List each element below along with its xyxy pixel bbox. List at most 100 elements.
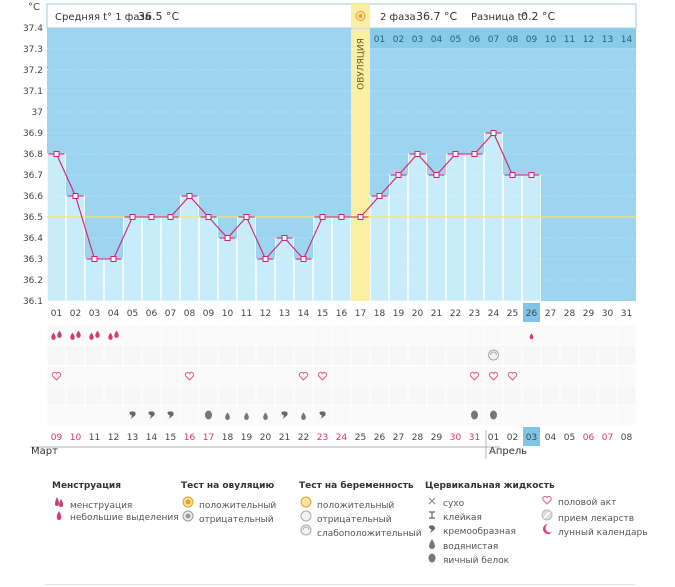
menstruation-icon (89, 332, 94, 340)
creamy-icon (425, 524, 439, 539)
date-label: 26 (374, 433, 386, 443)
temperature-bar (446, 153, 465, 302)
phase2-day-number: 09 (526, 35, 538, 45)
small-drop-icon (529, 333, 534, 340)
legend-label: отрицательный (317, 515, 392, 525)
eggwhite-icon (205, 410, 212, 420)
y-tick-label: 37.4 (23, 24, 43, 34)
legend-title: Тест на овуляцию (181, 481, 275, 491)
legend-item: положительный (181, 496, 276, 511)
legend-item: половой акт (540, 495, 648, 509)
y-tick-label: 36.3 (23, 255, 43, 265)
date-label: 30 (450, 433, 462, 443)
temperature-point (376, 193, 383, 199)
phase2-day-number: 02 (393, 35, 404, 45)
watery-icon (301, 412, 306, 421)
temperature-bar (522, 174, 541, 302)
date-label: 08 (621, 433, 633, 443)
cycle-day-label: 14 (298, 309, 310, 319)
heart-icon (317, 371, 328, 381)
creamy-icon (167, 411, 174, 419)
watery-icon (225, 412, 230, 421)
menstruation-icon (52, 496, 66, 513)
date-label: 31 (469, 433, 480, 443)
pregnancy-negative-icon (299, 510, 313, 527)
legend-item: положительный (299, 496, 422, 511)
date-label: 05 (564, 433, 575, 443)
legend-item: менструация (52, 496, 179, 513)
temperature-point (471, 151, 478, 157)
date-label: 02 (507, 433, 518, 443)
watery-icon (263, 412, 268, 421)
temperature-bar (199, 216, 218, 302)
temperature-point (433, 172, 440, 178)
legend-menstruation: Менструация менструация небольшие выделе… (52, 481, 179, 524)
temperature-point (281, 235, 288, 241)
diff-label: Разница t° (471, 12, 527, 23)
temperature-bar (47, 153, 66, 302)
cycle-day-label: 28 (564, 309, 576, 319)
legend-title: Цервикальная жидкость (425, 481, 555, 491)
pill-icon (540, 509, 554, 526)
temperature-bar (294, 258, 313, 302)
menstruation-icon (76, 330, 81, 338)
symbol-row (47, 325, 636, 345)
temperature-point (129, 214, 136, 220)
temperature-bar (180, 195, 199, 302)
symbol-row (47, 366, 636, 386)
temperature-point (414, 151, 421, 157)
date-label: 11 (89, 433, 100, 443)
date-label: 13 (127, 433, 138, 443)
phase2-day-number: 04 (431, 35, 443, 45)
cycle-day-label: 12 (260, 309, 271, 319)
date-label: 09 (51, 433, 63, 443)
phase2-day-number: 08 (507, 35, 519, 45)
temperature-bar (256, 258, 275, 302)
phase2-days-strip (370, 29, 636, 48)
phase2-day-number: 14 (621, 35, 633, 45)
y-tick-label: 37 (32, 108, 43, 118)
bottom-divider (45, 584, 635, 585)
date-label: 16 (184, 433, 196, 443)
menstruation-icon (114, 330, 119, 338)
legend-other: половой акт прием лекарств лунный календ… (540, 495, 648, 538)
cycle-day-label: 19 (393, 309, 405, 319)
legend-label: прием лекарств (558, 514, 635, 524)
symbol-row (47, 405, 636, 425)
legend-pregnancy-test: Тест на беременность положительный отриц… (299, 481, 422, 539)
temperature-point (91, 256, 98, 262)
cycle-day-label: 07 (165, 309, 176, 319)
legend-label: клейкая (443, 513, 482, 523)
eggwhite-icon (490, 410, 497, 420)
menstruation-icon (108, 332, 113, 340)
phase2-day-number: 03 (412, 35, 423, 45)
legend-item: водянистая (425, 538, 555, 552)
temperature-bar (275, 237, 294, 302)
eggwhite-icon (425, 552, 439, 568)
cycle-day-label: 13 (279, 309, 290, 319)
pregnancy-weak-arc (490, 351, 497, 356)
legend-cervical: Цервикальная жидкость сухо клейкая кремо… (425, 481, 555, 566)
legend-label: отрицательный (199, 515, 274, 525)
temperature-bar (66, 195, 85, 302)
menstruation-icon (57, 330, 62, 338)
date-label: 17 (203, 433, 214, 443)
temperature-point (300, 256, 307, 262)
eggwhite-icon (471, 410, 478, 420)
cycle-day-label: 24 (488, 309, 500, 319)
temperature-point (186, 193, 193, 199)
phase2-day-number: 06 (469, 35, 481, 45)
cycle-day-label: 01 (51, 309, 62, 319)
legend-label: небольшие выделения (70, 513, 179, 523)
date-label: 01 (488, 433, 499, 443)
date-label: 14 (146, 433, 158, 443)
negative-test-icon (181, 510, 195, 527)
legend-ovulation-test: Тест на овуляцию положительный отрицател… (181, 481, 276, 527)
temperature-bar (85, 258, 104, 302)
ovulation-label: ОВУЛЯЦИЯ (357, 38, 367, 90)
date-label: 12 (108, 433, 119, 443)
phase2-day-number: 05 (450, 35, 461, 45)
cycle-day-label: 05 (127, 309, 138, 319)
date-label: 06 (583, 433, 595, 443)
temperature-point (509, 172, 516, 178)
